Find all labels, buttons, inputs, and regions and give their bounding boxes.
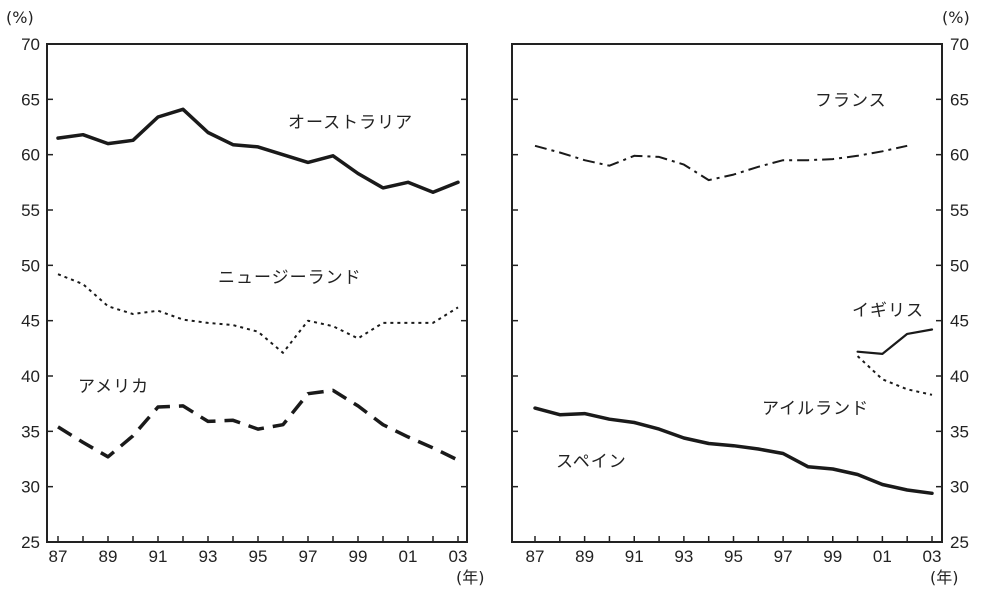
right-y-unit: (%) bbox=[942, 8, 970, 27]
series-line-1-1 bbox=[856, 328, 934, 355]
x-tick-label: 99 bbox=[349, 547, 368, 566]
series-line-1-0 bbox=[534, 144, 908, 182]
x-tick-label: 03 bbox=[923, 547, 942, 566]
x-tick-label: 99 bbox=[823, 547, 842, 566]
right-y-tick-label: 25 bbox=[950, 533, 969, 552]
right-y-tick-label: 55 bbox=[950, 201, 969, 220]
left-y-tick-label: 25 bbox=[21, 533, 40, 552]
right-y-tick-label: 40 bbox=[950, 367, 969, 386]
x-tick-label: 03 bbox=[449, 547, 468, 566]
left-y-tick-label: 70 bbox=[21, 35, 40, 54]
x-tick-label: 89 bbox=[99, 547, 118, 566]
right-x-unit: (年) bbox=[930, 568, 959, 587]
series-label-usa: アメリカ bbox=[78, 377, 149, 397]
right-y-tick-label: 45 bbox=[950, 312, 969, 331]
left-y-tick-label: 45 bbox=[21, 312, 40, 331]
series-label-new-zealand: ニュージーランド bbox=[218, 268, 362, 288]
x-tick-label: 91 bbox=[625, 547, 644, 566]
series-label-spain: スペイン bbox=[556, 452, 627, 472]
series-line-1-2 bbox=[856, 355, 933, 396]
x-tick-label: 87 bbox=[526, 547, 545, 566]
series-line-1-3 bbox=[533, 406, 934, 496]
series-line-0-1 bbox=[57, 273, 459, 354]
x-tick-label: 95 bbox=[249, 547, 268, 566]
x-tick-label: 01 bbox=[873, 547, 892, 566]
series-line-0-2 bbox=[57, 388, 459, 462]
series-label-france: フランス bbox=[815, 91, 887, 111]
x-tick-label: 01 bbox=[399, 547, 418, 566]
left-y-tick-label: 40 bbox=[21, 367, 40, 386]
right-y-tick-label: 35 bbox=[950, 422, 969, 441]
left-y-tick-label: 35 bbox=[21, 422, 40, 441]
left-x-unit: (年) bbox=[456, 568, 485, 587]
right-y-tick-label: 70 bbox=[950, 35, 969, 54]
x-tick-label: 93 bbox=[674, 547, 693, 566]
x-tick-label: 91 bbox=[149, 547, 168, 566]
right-y-tick-label: 50 bbox=[950, 256, 969, 275]
x-tick-label: 95 bbox=[724, 547, 743, 566]
series-line-0-0 bbox=[56, 107, 460, 195]
series-label-ireland: アイルランド bbox=[762, 399, 869, 419]
x-tick-label: 89 bbox=[575, 547, 594, 566]
left-y-tick-label: 65 bbox=[21, 90, 40, 109]
left-y-tick-label: 55 bbox=[21, 201, 40, 220]
left-y-tick-label: 30 bbox=[21, 478, 40, 497]
x-tick-label: 87 bbox=[49, 547, 68, 566]
left-y-unit: (%) bbox=[6, 8, 34, 27]
x-tick-label: 97 bbox=[774, 547, 793, 566]
right-panel-frame bbox=[511, 43, 943, 543]
right-y-tick-label: 30 bbox=[950, 478, 969, 497]
right-y-tick-label: 65 bbox=[950, 90, 969, 109]
x-tick-label: 97 bbox=[299, 547, 318, 566]
x-tick-label: 93 bbox=[199, 547, 218, 566]
series-label-uk: イギリス bbox=[852, 301, 924, 321]
right-y-tick-label: 60 bbox=[950, 146, 969, 165]
series-label-australia: オーストラリア bbox=[288, 113, 413, 133]
left-y-tick-label: 60 bbox=[21, 146, 40, 165]
left-panel-frame bbox=[46, 43, 468, 543]
left-y-tick-label: 50 bbox=[21, 256, 40, 275]
